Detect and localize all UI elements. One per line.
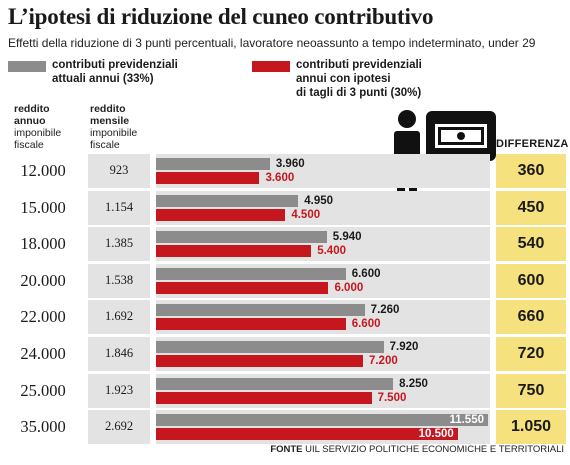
source-note: FONTE UIL SERVIZIO POLITICHE ECONOMICHE … <box>270 444 564 455</box>
bar-reduced <box>156 245 312 258</box>
bar-label-current: 4.950 <box>304 194 334 207</box>
bar-current <box>156 231 327 244</box>
bar-label-current: 7.260 <box>370 304 400 317</box>
legend-label-current: contributi previdenziali attuali annui (… <box>52 59 178 85</box>
difference-box <box>496 410 566 445</box>
monthly-income-value: 1.154 <box>104 199 134 214</box>
annual-income-value: 20.000 <box>20 270 66 290</box>
bar-current <box>156 341 384 353</box>
difference-box <box>496 263 566 298</box>
difference-header: DIFFERENZA <box>496 138 569 150</box>
monthly-income-value: 1.846 <box>104 346 134 360</box>
banknotes-icon <box>426 111 496 161</box>
monthly-income-value: 1.385 <box>104 236 134 251</box>
chart-title: L’ipotesi di riduzione del cuneo contrib… <box>8 4 434 29</box>
bar-reduced <box>156 355 363 367</box>
monthly-income-value: 923 <box>109 163 129 177</box>
bar-reduced <box>156 172 260 184</box>
monthly-income-box <box>88 300 150 335</box>
bar-reduced <box>156 391 372 404</box>
annual-income-value: 25.000 <box>20 380 66 400</box>
difference-box <box>496 154 566 188</box>
chart-subtitle: Effetti della riduzione di 3 punti perce… <box>8 36 536 50</box>
difference-box <box>496 300 566 335</box>
monthly-income-value: 2.692 <box>104 419 134 434</box>
bar-current <box>156 304 365 317</box>
difference-value: 450 <box>517 198 545 216</box>
monthly-income-box <box>88 190 150 225</box>
bar-label-reduced: 6.600 <box>351 318 381 331</box>
bar-label-current: 8.250 <box>399 377 428 390</box>
bar-label-current: 11.550 <box>449 414 484 427</box>
difference-box <box>496 337 566 371</box>
annual-income-value: 22.000 <box>20 307 66 327</box>
monthly-income-box <box>88 410 150 445</box>
bar-reduced <box>156 318 346 331</box>
bar-label-reduced: 4.500 <box>291 208 321 221</box>
bar-label-reduced: 3.600 <box>265 172 295 184</box>
bar-label-reduced: 7.500 <box>377 391 407 404</box>
bar-current <box>156 377 394 390</box>
monthly-income-value: 1.923 <box>104 382 134 397</box>
annual-income-value: 35.000 <box>20 417 66 437</box>
bar-current <box>156 158 270 170</box>
bar-label-reduced: 10.500 <box>418 428 454 441</box>
difference-value: 360 <box>517 162 545 179</box>
difference-box <box>496 373 566 408</box>
bar-reduced <box>156 281 329 294</box>
bar-label-reduced: 5.400 <box>317 245 346 258</box>
bar-current <box>156 267 346 280</box>
bar-label-current: 7.920 <box>389 341 419 353</box>
monthly-income-box <box>88 337 150 371</box>
bar-label-reduced: 7.200 <box>368 355 398 367</box>
monthly-income-box <box>88 154 150 188</box>
difference-box <box>496 227 566 262</box>
monthly-income-value: 1.692 <box>104 309 134 324</box>
legend-swatch-reduced <box>252 61 290 72</box>
monthly-income-header: reddito mensile imponibile fiscale <box>90 103 138 151</box>
annual-income-value: 24.000 <box>20 344 66 363</box>
difference-box <box>496 190 566 225</box>
difference-value: 600 <box>517 271 545 289</box>
bar-label-current: 3.960 <box>275 158 305 170</box>
bar-label-current: 6.600 <box>351 267 381 280</box>
difference-value: 750 <box>517 381 545 399</box>
difference-value: 1.050 <box>510 418 552 436</box>
difference-value: 720 <box>517 345 545 362</box>
bar-reduced <box>156 208 286 221</box>
monthly-income-box <box>88 263 150 298</box>
annual-income-value: 15.000 <box>20 197 66 217</box>
bar-current <box>156 194 299 207</box>
monthly-income-box <box>88 373 150 408</box>
bar-current <box>156 414 488 427</box>
bar-label-reduced: 6.000 <box>334 281 364 294</box>
legend-swatch-current <box>8 61 46 72</box>
bar-reduced <box>156 428 458 441</box>
bar-label-current: 5.940 <box>332 231 362 244</box>
difference-value: 660 <box>517 308 545 326</box>
annual-income-value: 12.000 <box>20 161 66 180</box>
monthly-income-box <box>88 227 150 262</box>
annual-income-value: 18.000 <box>20 234 66 254</box>
annual-income-header: reddito annuo imponibile fiscale <box>14 103 62 151</box>
difference-value: 540 <box>517 235 545 253</box>
legend-label-reduced: contributi previdenziali annui con ipote… <box>296 59 422 99</box>
monthly-income-value: 1.538 <box>104 272 134 287</box>
